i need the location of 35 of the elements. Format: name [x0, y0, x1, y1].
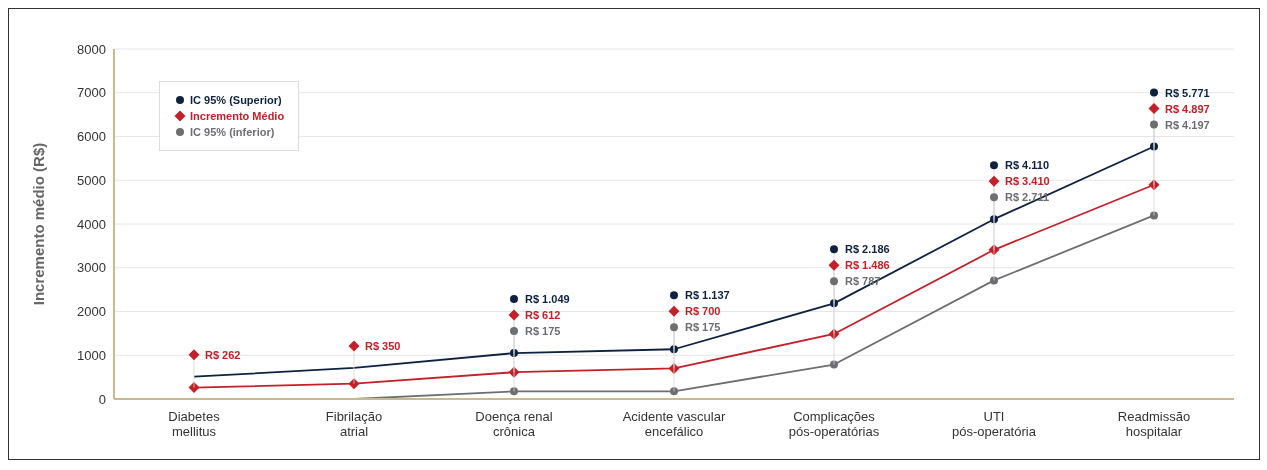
y-tick-label: 2000: [77, 304, 106, 320]
data-label: R$ 4.110: [1005, 159, 1050, 172]
data-label: R$ 175: [525, 325, 561, 338]
x-tick-label: UTI pós-operatória: [952, 409, 1037, 439]
data-label: R$ 2.186: [845, 243, 890, 256]
data-label: R$ 350: [365, 339, 401, 352]
x-tick-label: Fibrilação atrial: [325, 409, 383, 439]
legend-label: Incremento Médio: [190, 109, 285, 124]
y-tick-label: 5000: [77, 172, 106, 188]
data-label: R$ 175: [685, 321, 721, 334]
legend-label: IC 95% (inferior): [190, 125, 275, 140]
x-tick-label: Diabetes mellitus: [168, 409, 221, 439]
data-label: R$ 262: [205, 348, 241, 361]
y-tick-label: 0: [98, 391, 106, 407]
data-label: R$ 1.049: [525, 293, 570, 306]
y-axis-title: Incremento médio (R$): [30, 142, 48, 306]
x-tick-label: Doença renal crônica: [475, 409, 553, 439]
data-label: R$ 3.410: [1005, 175, 1050, 188]
data-label: R$ 5.771: [1165, 86, 1210, 99]
data-label: R$ 612: [525, 309, 561, 322]
y-tick-label: 8000: [77, 41, 106, 57]
y-tick-label: 7000: [77, 85, 106, 101]
data-label: R$ 4.197: [1165, 118, 1210, 131]
y-tick-label: 3000: [77, 260, 106, 276]
x-tick-label: Complicações pós-operatórias: [788, 409, 880, 439]
data-label: R$ 1.486: [845, 259, 890, 272]
y-tick-label: 6000: [77, 129, 106, 145]
data-label: R$ 700: [685, 305, 721, 318]
data-label: R$ 1.137: [685, 289, 730, 302]
y-tick-label: 1000: [77, 347, 106, 363]
legend-label: IC 95% (Superior): [190, 93, 282, 108]
y-tick-label: 4000: [77, 216, 106, 232]
x-tick-label: Acidente vascular encefálico: [622, 409, 726, 439]
x-tick-label: Readmissão hospitalar: [1117, 409, 1191, 439]
data-label: R$ 4.897: [1165, 102, 1210, 115]
